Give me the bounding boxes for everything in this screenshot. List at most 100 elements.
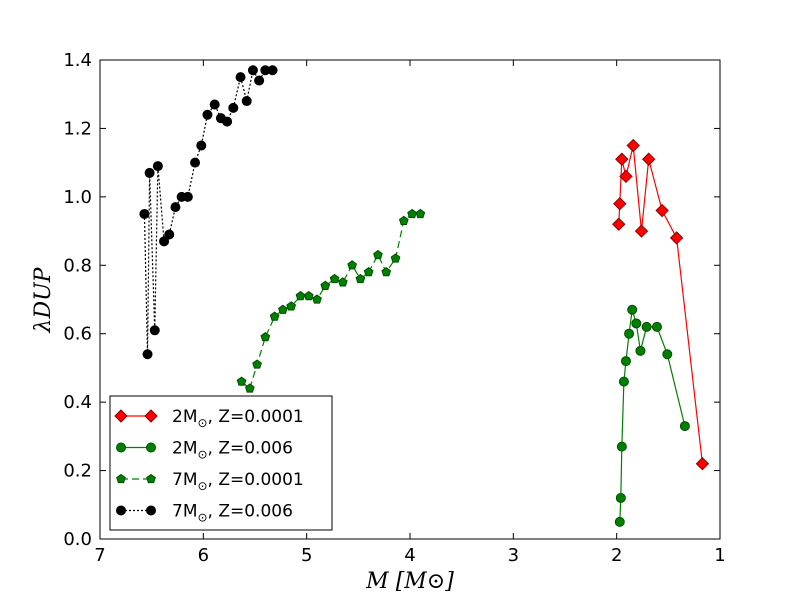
data-point <box>655 203 669 218</box>
series-1 <box>614 304 690 527</box>
legend-marker <box>116 473 126 484</box>
legend-entry: 2M⊙, Z=0.0001 <box>114 407 304 430</box>
y-axis-title: λDUP <box>31 266 56 333</box>
series-3 <box>139 65 278 360</box>
data-point <box>235 72 246 83</box>
legend-entry: 7M⊙, Z=0.006 <box>116 502 293 525</box>
data-point <box>254 75 265 86</box>
data-point <box>170 202 181 213</box>
data-point <box>635 345 646 356</box>
y-tick-label: 0.8 <box>63 255 92 276</box>
data-point <box>236 376 247 386</box>
data-point <box>390 253 401 263</box>
data-point <box>355 273 366 284</box>
data-layer <box>139 65 710 527</box>
data-point <box>373 249 383 260</box>
x-tick-label: 4 <box>404 545 415 566</box>
data-point <box>260 332 271 342</box>
x-tick-label: 6 <box>198 545 209 566</box>
data-point <box>241 96 252 107</box>
data-point <box>631 318 642 329</box>
legend-label: 2M⊙, Z=0.006 <box>172 439 293 462</box>
data-point <box>651 321 662 332</box>
data-point <box>303 290 314 301</box>
legend-marker <box>116 442 126 453</box>
data-point <box>641 152 656 166</box>
x-tick-label: 7 <box>94 545 105 566</box>
data-point <box>612 217 626 231</box>
data-point <box>415 208 426 219</box>
data-point <box>407 208 417 219</box>
data-point <box>190 157 201 168</box>
axes: 7 6 5 4 3 2 1 0.0 0.2 0.4 0.6 0.8 1.0 1.2 1.4 <box>63 50 725 566</box>
series-0 <box>612 138 710 471</box>
data-point <box>209 99 220 110</box>
data-point <box>139 208 150 219</box>
x-tick-label: 3 <box>508 545 519 566</box>
data-point <box>634 224 649 238</box>
legend-label: 7M⊙, Z=0.006 <box>172 502 293 525</box>
data-point <box>320 280 331 290</box>
data-point <box>252 359 262 369</box>
data-point <box>615 152 629 166</box>
data-point <box>267 65 278 76</box>
data-point <box>182 191 193 202</box>
data-point <box>679 421 690 432</box>
legend-label: 7M⊙, Z=0.0001 <box>172 470 304 493</box>
data-point <box>618 376 629 387</box>
data-point <box>222 116 233 127</box>
data-point <box>616 441 627 452</box>
x-tick-label: 5 <box>301 545 312 566</box>
data-point <box>269 311 280 321</box>
legend-marker <box>114 409 128 423</box>
x-tick-label: 2 <box>611 545 622 566</box>
data-point <box>695 457 710 471</box>
legend-label: 2M⊙, Z=0.0001 <box>172 407 304 430</box>
legend-marker <box>146 442 156 453</box>
data-point <box>626 138 640 153</box>
data-point <box>614 516 625 527</box>
data-point <box>228 102 239 113</box>
x-tick-label: 1 <box>714 545 725 566</box>
data-point <box>641 321 652 332</box>
data-point <box>164 229 175 240</box>
legend-marker <box>146 505 156 516</box>
data-point <box>244 383 255 393</box>
data-point <box>613 196 627 211</box>
y-tick-label: 0.4 <box>63 392 92 413</box>
data-point <box>347 260 357 270</box>
data-point <box>662 349 673 360</box>
legend: 2M⊙, Z=0.0001 2M⊙, Z=0.006 7M⊙, Z=0.0001 7M… <box>109 395 333 531</box>
data-point <box>286 301 297 311</box>
series-line <box>241 213 421 390</box>
y-tick-label: 1.0 <box>63 187 92 208</box>
data-point <box>363 267 374 277</box>
y-tick-label: 1.4 <box>63 50 92 71</box>
data-point <box>627 304 638 315</box>
legend-marker <box>116 505 126 516</box>
data-point <box>142 349 153 360</box>
data-point <box>329 273 340 284</box>
data-point <box>337 277 348 287</box>
data-point <box>144 167 155 178</box>
data-point <box>312 294 322 304</box>
data-point <box>615 492 626 503</box>
data-point <box>149 325 160 336</box>
data-point <box>278 304 288 314</box>
data-point <box>398 215 409 225</box>
data-point <box>669 231 684 245</box>
legend-marker <box>144 409 158 423</box>
x-axis-title: M [M⊙] <box>365 569 454 594</box>
data-point <box>196 140 207 151</box>
legend-marker <box>146 473 156 484</box>
legend-entry: 2M⊙, Z=0.006 <box>116 439 293 462</box>
y-tick-label: 0.0 <box>63 529 92 550</box>
y-tick-label: 1.2 <box>63 118 92 139</box>
data-point <box>620 356 631 367</box>
data-point <box>381 267 392 277</box>
y-tick-label: 0.6 <box>63 324 92 345</box>
data-point <box>624 328 635 339</box>
series-line <box>143 68 273 355</box>
data-point <box>619 169 633 184</box>
